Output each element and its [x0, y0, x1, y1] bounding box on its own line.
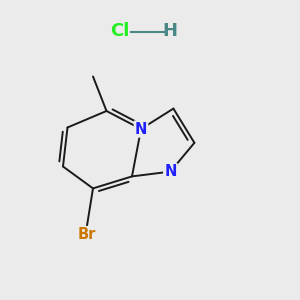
Text: H: H — [162, 22, 177, 40]
Text: N: N — [164, 164, 177, 179]
Text: Cl: Cl — [110, 22, 130, 40]
Text: Br: Br — [78, 227, 96, 242]
Text: N: N — [135, 122, 147, 136]
